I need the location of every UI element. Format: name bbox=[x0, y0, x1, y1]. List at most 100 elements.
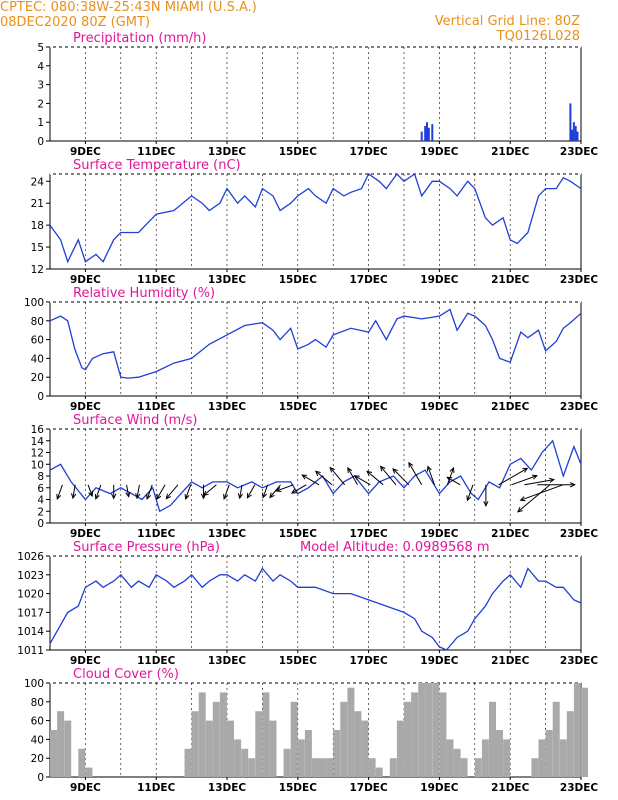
wind-arrow-shaft bbox=[136, 484, 140, 499]
wind-xtick-label: 17DEC bbox=[349, 528, 388, 540]
wind-arrow-shaft bbox=[427, 466, 435, 485]
wind-arrow-shaft bbox=[276, 484, 294, 492]
cloud-cover-bar bbox=[432, 683, 440, 777]
cloud-cover-bar bbox=[389, 758, 397, 777]
wind-arrow-shaft bbox=[246, 484, 256, 499]
wind-xtick-label: 13DEC bbox=[208, 528, 247, 540]
wind-arrow-shaft bbox=[223, 484, 230, 500]
cloud-cover-bar bbox=[326, 758, 334, 777]
wind-xtick-label: 19DEC bbox=[420, 528, 459, 540]
cloud-cover-bar bbox=[219, 692, 227, 777]
wind-arrow-head bbox=[135, 493, 141, 500]
cloud-cover-title: Cloud Cover (%) bbox=[73, 667, 179, 682]
wind-arrow-shaft bbox=[392, 468, 410, 486]
wind-frame bbox=[49, 428, 582, 524]
wind-ytick-label: 2 bbox=[37, 506, 44, 518]
pressure-xtick-label: 13DEC bbox=[208, 655, 247, 667]
wind-arrow-head bbox=[275, 487, 282, 492]
wind-arrow-shaft bbox=[466, 484, 474, 501]
wind-arrow-head bbox=[111, 493, 117, 500]
humidity-ytick-label: 20 bbox=[31, 372, 44, 384]
humidity-xtick-label: 17DEC bbox=[349, 401, 388, 413]
wind-arrow-shaft bbox=[95, 484, 102, 500]
cloud-cover-bar bbox=[552, 701, 560, 777]
cloud-cover-xtick-label: 19DEC bbox=[420, 782, 459, 794]
cloud-cover-bar bbox=[290, 701, 298, 777]
cloud-cover-ytick-label: 60 bbox=[31, 716, 44, 728]
wind-ytick-label: 14 bbox=[31, 436, 45, 448]
wind-arrow-shaft bbox=[239, 484, 243, 499]
precipitation-bar bbox=[574, 126, 577, 141]
temperature-series-line bbox=[49, 172, 582, 264]
wind-arrow-shaft bbox=[366, 470, 384, 486]
cloud-cover-xtick-label: 17DEC bbox=[349, 782, 388, 794]
cloud-cover-bar bbox=[368, 758, 376, 777]
precipitation-bar bbox=[420, 131, 423, 141]
cloud-cover-bar bbox=[538, 739, 546, 777]
wind-arrow-head bbox=[353, 475, 360, 481]
wind-arrow-head bbox=[449, 466, 455, 473]
pressure-xtick-label: 15DEC bbox=[279, 655, 318, 667]
model-altitude-label: Model Altitude: 0.0989568 m bbox=[300, 540, 490, 555]
humidity-title: Relative Humidity (%) bbox=[73, 286, 215, 301]
wind-arrow-shaft bbox=[185, 484, 192, 500]
pressure-xtick-label: 17DEC bbox=[349, 655, 388, 667]
precipitation-title: Precipitation (mm/h) bbox=[73, 31, 206, 46]
humidity-ytick-label: 100 bbox=[24, 297, 44, 309]
wind-arrow-shaft bbox=[146, 484, 153, 500]
wind-title: Surface Wind (m/s) bbox=[73, 413, 197, 428]
temperature-xtick-label: 15DEC bbox=[279, 274, 318, 286]
wind-arrow-head bbox=[466, 495, 472, 502]
wind-arrow-head bbox=[262, 492, 268, 499]
cloud-cover-bar bbox=[545, 730, 553, 777]
wind-arrow-shaft bbox=[165, 484, 179, 499]
humidity-xtick-label: 23DEC bbox=[560, 401, 599, 413]
cloud-cover-bar bbox=[503, 739, 511, 777]
wind-arrow-shaft bbox=[446, 476, 461, 486]
wind-arrow-shaft bbox=[520, 484, 564, 501]
wind-arrow-shaft bbox=[354, 475, 371, 486]
wind-arrow-head bbox=[290, 488, 297, 494]
humidity-ytick-label: 0 bbox=[37, 391, 44, 403]
wind-arrow-head bbox=[426, 465, 432, 472]
temperature-ytick-label: 24 bbox=[31, 176, 45, 188]
cloud-cover-bar bbox=[460, 758, 468, 777]
temperature-xtick-label: 13DEC bbox=[208, 274, 247, 286]
cloud-cover-bar bbox=[227, 720, 234, 777]
wind-arrow-shaft bbox=[408, 462, 423, 486]
precipitation-xtick-label: 17DEC bbox=[349, 146, 388, 158]
cloud-cover-bar bbox=[205, 720, 213, 777]
temperature-xtick-label: 11DEC bbox=[137, 274, 176, 286]
precipitation-frame bbox=[49, 46, 582, 142]
header-grid-line: Vertical Grid Line: 80Z bbox=[434, 14, 580, 29]
wind-arrow-shaft bbox=[262, 484, 269, 498]
precipitation-bar bbox=[572, 122, 575, 141]
wind-arrow-shaft bbox=[380, 466, 397, 486]
wind-arrow-head bbox=[392, 468, 398, 474]
pressure-xtick-label: 23DEC bbox=[560, 655, 599, 667]
cloud-cover-bar bbox=[262, 692, 270, 777]
wind-arrow-head bbox=[347, 466, 353, 473]
cloud-cover-bar bbox=[234, 739, 242, 777]
pressure-xtick-label: 11DEC bbox=[137, 655, 176, 667]
temperature-ytick-label: 18 bbox=[31, 220, 44, 232]
wind-arrow-head bbox=[237, 493, 244, 500]
wind-xtick-label: 11DEC bbox=[137, 528, 176, 540]
cloud-cover-bar bbox=[581, 687, 588, 777]
cloud-cover-bar bbox=[340, 701, 348, 777]
pressure-ytick-label: 1014 bbox=[17, 626, 44, 638]
cloud-cover-xtick-label: 9DEC bbox=[70, 782, 101, 794]
cloud-cover-bar bbox=[474, 758, 482, 777]
temperature-xtick-label: 9DEC bbox=[70, 274, 101, 286]
precipitation-xtick-label: 19DEC bbox=[420, 146, 459, 158]
cloud-cover-bar bbox=[531, 758, 539, 777]
humidity-frame bbox=[49, 301, 582, 397]
cloud-cover-panel: 0 20 40 60 80 100 9DEC 11DEC 13DEC 15DEC 17DEC 19DE… bbox=[24, 667, 598, 794]
wind-ytick-label: 8 bbox=[37, 471, 44, 483]
wind-arrow-shaft bbox=[511, 475, 538, 486]
cloud-cover-bar bbox=[297, 739, 305, 777]
pressure-title: Surface Pressure (hPa) bbox=[73, 540, 220, 555]
cloud-cover-bar bbox=[404, 701, 411, 777]
wind-xtick-label: 21DEC bbox=[491, 528, 530, 540]
